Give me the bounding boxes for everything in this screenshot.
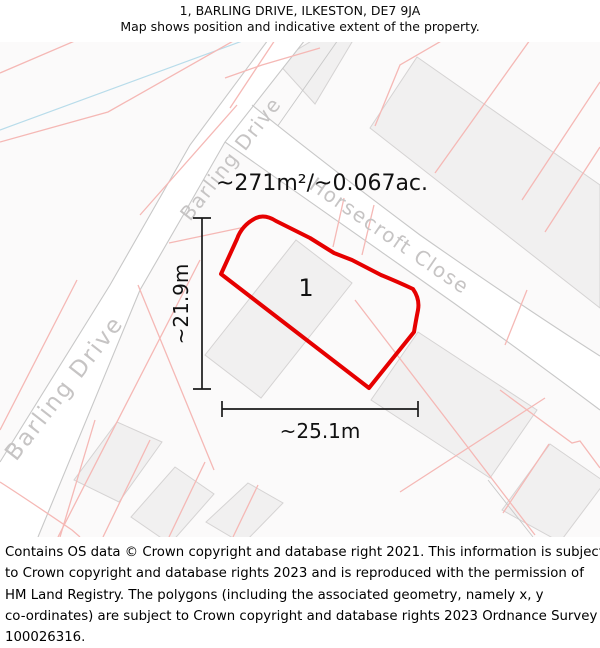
height-dimension-line (193, 217, 211, 390)
parcel-line (229, 42, 275, 109)
width-dimension-line (221, 401, 419, 417)
parcel-line (137, 284, 215, 471)
parcel-line (487, 479, 534, 537)
page-title: 1, BARLING DRIVE, ILKESTON, DE7 9JA (179, 3, 421, 18)
buildings (73, 42, 600, 537)
footer-line: to Crown copyright and database rights 2… (5, 566, 584, 582)
parcel-line (374, 42, 441, 127)
parcel-line (0, 42, 233, 143)
road-edge (0, 42, 268, 463)
dimension-lines (193, 217, 419, 417)
footer-line: HM Land Registry. The polygons (includin… (5, 587, 544, 603)
building (130, 466, 215, 537)
parcel-line (399, 397, 546, 493)
map-header: 1, BARLING DRIVE, ILKESTON, DE7 9JA Map … (0, 0, 600, 42)
road-edge (224, 141, 600, 411)
parcel-line (434, 42, 530, 174)
parcel-line (332, 197, 345, 248)
road-horsecroft-close (225, 105, 600, 410)
parcel-line (276, 42, 338, 128)
parcel-line (361, 204, 375, 256)
parcel-line (102, 439, 151, 537)
parcel-line (544, 146, 600, 233)
copyright-footer: Contains OS data © Crown copyright and d… (0, 537, 600, 648)
map-container: Horsecroft Close Barling Drive Barling D… (0, 42, 600, 537)
page-subtitle: Map shows position and indicative extent… (120, 19, 480, 34)
width-dimension-label: ~25.1m (280, 419, 361, 443)
parcel-line (354, 299, 536, 536)
parcel-line (168, 461, 206, 537)
roads (0, 42, 600, 537)
area-label: ~271m²/~0.067ac. (216, 171, 428, 196)
building (369, 56, 600, 309)
parcel-line (232, 484, 259, 537)
footer-line: Contains OS data © Crown copyright and d… (5, 545, 600, 560)
building (205, 482, 284, 537)
parcel-line (0, 279, 78, 431)
parcel-line (139, 104, 238, 216)
property-boundary (219, 214, 421, 390)
map-canvas: Horsecroft Close Barling Drive Barling D… (0, 42, 600, 537)
parcel-line (504, 289, 528, 346)
parcel-lines-pink (0, 42, 600, 537)
road-edge (251, 104, 600, 357)
parcel-line (59, 419, 96, 537)
parcel-lines-gray (276, 42, 534, 537)
parcel-line (502, 443, 550, 514)
plot-number-label: 1 (298, 274, 313, 302)
height-dimension-label: ~21.9m (169, 264, 193, 345)
parcel-line (499, 389, 600, 469)
footer-line: co-ordinates) are subject to Crown copyr… (5, 608, 598, 624)
road-edge (37, 42, 305, 537)
stream-line (0, 42, 242, 131)
footer-line: 100026316. (5, 630, 86, 646)
parcel-line (0, 481, 81, 537)
parcel-line (0, 42, 74, 74)
building (370, 331, 538, 479)
parcel-line (57, 259, 201, 537)
building (73, 421, 163, 503)
parcel-line (521, 81, 600, 201)
parcel-line (168, 226, 246, 244)
building (501, 443, 600, 537)
road-barling-drive (0, 42, 304, 537)
parcel-line (224, 47, 321, 79)
